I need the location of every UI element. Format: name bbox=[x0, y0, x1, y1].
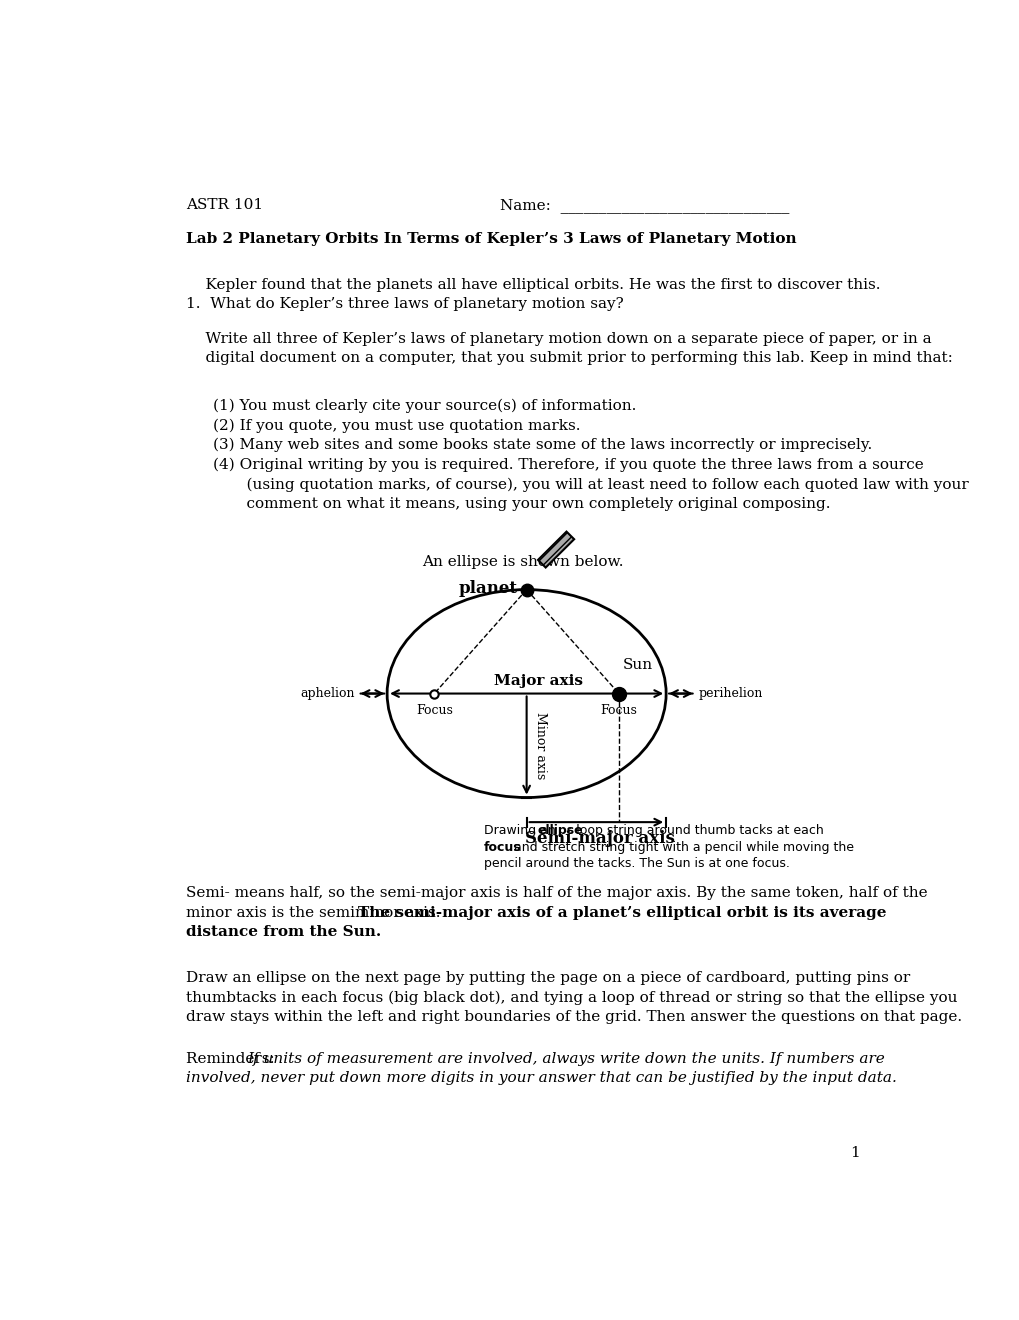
Text: : loop string around thumb tacks at each: : loop string around thumb tacks at each bbox=[568, 825, 823, 837]
Text: involved, never put down more digits in your answer that can be justified by the: involved, never put down more digits in … bbox=[185, 1072, 896, 1085]
Text: Sun: Sun bbox=[623, 657, 652, 672]
Text: and stretch string tight with a pencil while moving the: and stretch string tight with a pencil w… bbox=[510, 841, 854, 854]
Text: 1: 1 bbox=[849, 1146, 859, 1159]
Text: (2) If you quote, you must use quotation marks.: (2) If you quote, you must use quotation… bbox=[213, 418, 580, 433]
Text: Focus: Focus bbox=[416, 704, 452, 717]
Text: 1.  What do Kepler’s three laws of planetary motion say?: 1. What do Kepler’s three laws of planet… bbox=[185, 297, 623, 312]
Text: (4) Original writing by you is required. Therefore, if you quote the three laws : (4) Original writing by you is required.… bbox=[213, 458, 922, 473]
Text: Lab 2 Planetary Orbits In Terms of Kepler’s 3 Laws of Planetary Motion: Lab 2 Planetary Orbits In Terms of Keple… bbox=[185, 231, 796, 246]
Text: thumbtacks in each focus (big black dot), and tying a loop of thread or string s: thumbtacks in each focus (big black dot)… bbox=[185, 990, 956, 1005]
Text: digital document on a computer, that you submit prior to performing this lab. Ke: digital document on a computer, that you… bbox=[185, 351, 952, 366]
Text: If units of measurement are involved, always write down the units. If numbers ar: If units of measurement are involved, al… bbox=[247, 1052, 883, 1065]
Text: Name:  ______________________________: Name: ______________________________ bbox=[499, 198, 788, 214]
Text: Kepler found that the planets all have elliptical orbits. He was the first to di: Kepler found that the planets all have e… bbox=[185, 277, 879, 292]
Text: (1) You must clearly cite your source(s) of information.: (1) You must clearly cite your source(s)… bbox=[213, 399, 636, 413]
Text: aphelion: aphelion bbox=[300, 686, 355, 700]
Text: Draw an ellipse on the next page by putting the page on a piece of cardboard, pu: Draw an ellipse on the next page by putt… bbox=[185, 970, 909, 985]
Text: distance from the Sun.: distance from the Sun. bbox=[185, 925, 380, 940]
Polygon shape bbox=[537, 532, 574, 568]
Text: focus: focus bbox=[484, 841, 521, 854]
Text: The semi-major axis of a planet’s elliptical orbit is its average: The semi-major axis of a planet’s ellipt… bbox=[358, 906, 886, 920]
Text: Semi- means half, so the semi-major axis is half of the major axis. By the same : Semi- means half, so the semi-major axis… bbox=[185, 886, 926, 900]
Text: minor axis is the semiminor axis.: minor axis is the semiminor axis. bbox=[185, 906, 444, 920]
Text: Drawing an: Drawing an bbox=[484, 825, 559, 837]
Text: Major axis: Major axis bbox=[493, 675, 582, 688]
Text: Focus: Focus bbox=[600, 704, 637, 717]
Text: An ellipse is shown below.: An ellipse is shown below. bbox=[422, 554, 623, 569]
Text: draw stays within the left and right boundaries of the grid. Then answer the que: draw stays within the left and right bou… bbox=[185, 1010, 961, 1024]
Text: (3) Many web sites and some books state some of the laws incorrectly or imprecis: (3) Many web sites and some books state … bbox=[213, 438, 871, 453]
Text: Semi-major axis: Semi-major axis bbox=[525, 830, 675, 847]
Text: Write all three of Kepler’s laws of planetary motion down on a separate piece of: Write all three of Kepler’s laws of plan… bbox=[185, 331, 930, 346]
Text: planet: planet bbox=[458, 579, 517, 597]
Text: (using quotation marks, of course), you will at least need to follow each quoted: (using quotation marks, of course), you … bbox=[226, 478, 967, 491]
Text: comment on what it means, using your own completely original composing.: comment on what it means, using your own… bbox=[226, 496, 829, 511]
Text: Minor axis: Minor axis bbox=[534, 711, 547, 779]
Text: ellipse: ellipse bbox=[537, 825, 583, 837]
Text: ASTR 101: ASTR 101 bbox=[185, 198, 263, 213]
Text: Reminders:: Reminders: bbox=[185, 1052, 279, 1065]
Text: perihelion: perihelion bbox=[698, 686, 762, 700]
Text: pencil around the tacks. The Sun is at one focus.: pencil around the tacks. The Sun is at o… bbox=[484, 857, 789, 870]
